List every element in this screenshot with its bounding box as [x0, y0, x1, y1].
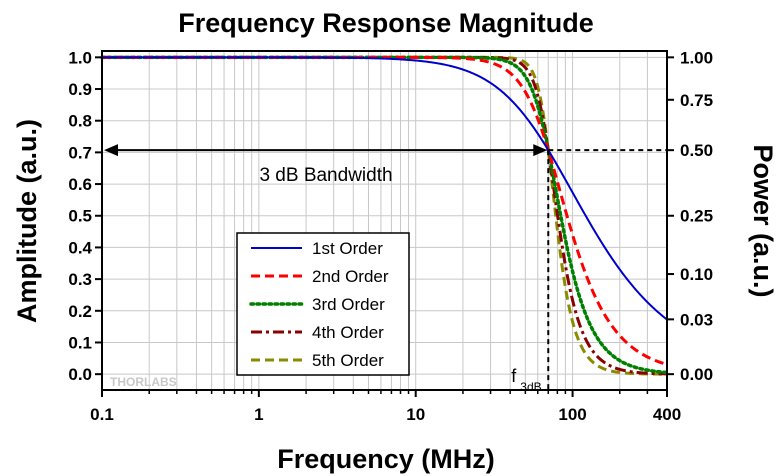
- watermark: THORLABS: [110, 375, 177, 389]
- y-tick-label: 1.0: [68, 48, 92, 67]
- y2-tick-label: 1.00: [680, 48, 713, 67]
- y2-tick-label: 0.03: [680, 310, 713, 329]
- curves: [100, 55, 669, 376]
- plot-frame: [101, 50, 668, 391]
- y-tick-label: 0.7: [68, 143, 92, 162]
- y2-tick-label: 0.50: [680, 141, 713, 160]
- y-tick-label: 0.9: [68, 80, 92, 99]
- x-tick-label: 1: [254, 405, 263, 424]
- y-tick-label: 0.4: [68, 238, 92, 257]
- y-tick-label: 0.8: [68, 112, 92, 131]
- legend: 1st Order 2nd Order 3rd Order 4th Order 5th …: [236, 232, 410, 376]
- bandwidth-arrow-left-head: [104, 144, 118, 157]
- x-tick-label: 400: [653, 405, 681, 424]
- y2-axis-title: Power (a.u.): [748, 144, 778, 297]
- legend-label-order-1: 1st Order: [312, 239, 383, 258]
- y-tick-label: 0.1: [68, 333, 92, 352]
- series-line-order-2: [102, 55, 668, 366]
- y-tick-label: 0.5: [68, 207, 92, 226]
- chart-title: Frequency Response Magnitude: [178, 8, 594, 38]
- legend-label-order-5: 5th Order: [312, 351, 384, 370]
- legend-label-order-3: 3rd Order: [312, 295, 385, 314]
- y-tick-label: 0.0: [68, 365, 92, 384]
- series-line-order-1: [102, 56, 668, 321]
- bandwidth-label: 3 dB Bandwidth: [259, 165, 392, 186]
- x-tick-label: 0.1: [90, 405, 114, 424]
- x-axis-title: Frequency (MHz): [277, 444, 495, 474]
- f3db-label: f: [511, 366, 517, 386]
- y2-tick-label: 0.25: [680, 207, 713, 226]
- legend-label-order-2: 2nd Order: [312, 267, 389, 286]
- y-tick-label: 0.2: [68, 302, 92, 321]
- y2-tick-label: 0.10: [680, 265, 713, 284]
- y2-tick-label: 0.00: [680, 365, 713, 384]
- x-tick-label: 10: [406, 405, 425, 424]
- y-tick-label: 0.3: [68, 270, 92, 289]
- legend-label-order-4: 4th Order: [312, 323, 384, 342]
- y2-tick-label: 0.75: [680, 91, 713, 110]
- bandwidth-arrow-right-head: [533, 144, 548, 157]
- x-tick-label: 100: [558, 405, 586, 424]
- y-axis-title: Amplitude (a.u.): [12, 119, 42, 323]
- y-tick-label: 0.6: [68, 175, 92, 194]
- ticks: 0.1 1 10 100 400 0.0 0.1 0.2 0.3 0.4 0.5 0.6 0.7 0.8 0…: [68, 48, 713, 424]
